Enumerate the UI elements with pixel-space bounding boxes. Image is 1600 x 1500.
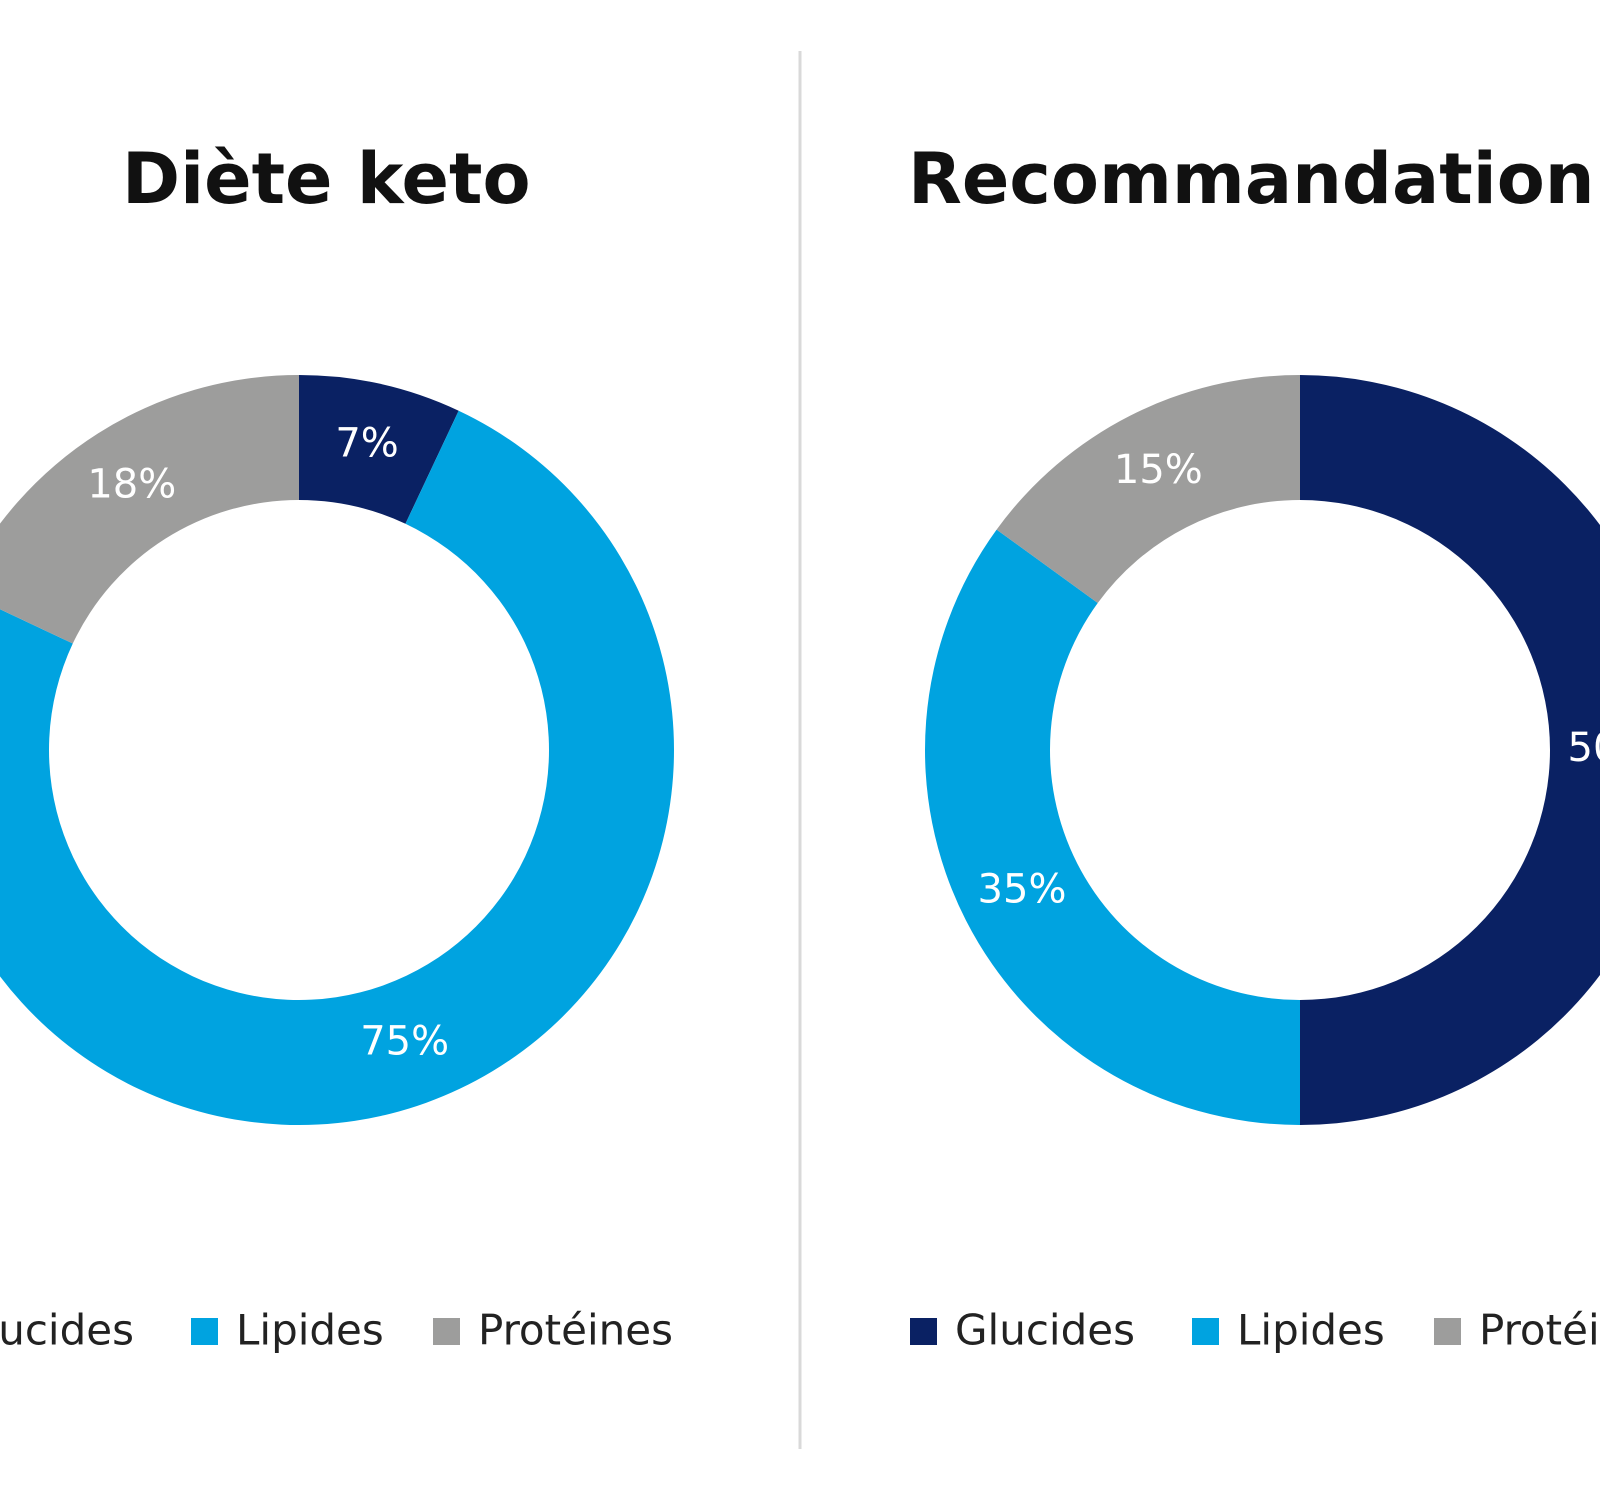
chart-title: Diète keto — [122, 138, 531, 220]
donut-slice — [0, 410, 674, 1125]
value-label: 15% — [1114, 447, 1203, 493]
chart-title: Recommandation S — [908, 138, 1600, 220]
donut-slice — [925, 529, 1300, 1125]
legend-label: Protéines — [478, 1306, 673, 1355]
value-label: 7% — [335, 421, 398, 467]
legend-swatch — [1192, 1318, 1219, 1345]
legend-label: Lipides — [1237, 1306, 1385, 1355]
legend-swatch — [910, 1318, 937, 1345]
legend-label: Protéines — [1479, 1306, 1600, 1355]
value-label: 35% — [978, 867, 1067, 913]
legend-label: Glucides — [0, 1306, 134, 1355]
legend-swatch — [191, 1318, 218, 1345]
legend-swatch — [1434, 1318, 1461, 1345]
legend-label: Lipides — [236, 1306, 384, 1355]
donut-slice — [0, 375, 299, 644]
value-label: 50% — [1568, 725, 1600, 771]
legend-label: Glucides — [955, 1306, 1135, 1355]
value-label: 18% — [87, 462, 176, 508]
donut-slice — [996, 375, 1300, 604]
donut-slice — [1300, 375, 1600, 1125]
value-label: 75% — [360, 1019, 449, 1065]
legend-swatch — [433, 1318, 460, 1345]
donut-slice — [299, 375, 459, 524]
